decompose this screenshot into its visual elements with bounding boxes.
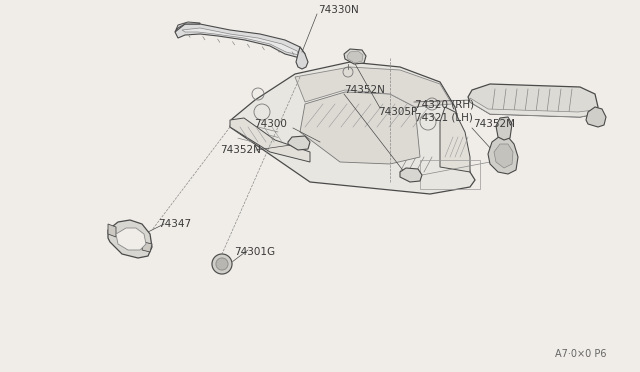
Polygon shape xyxy=(116,228,146,250)
Polygon shape xyxy=(288,136,310,150)
Text: 74301G: 74301G xyxy=(234,247,275,257)
Polygon shape xyxy=(230,118,310,162)
Polygon shape xyxy=(347,51,363,63)
Polygon shape xyxy=(296,47,308,69)
Text: 74300: 74300 xyxy=(254,119,287,129)
Text: 74320 (RH): 74320 (RH) xyxy=(415,99,474,109)
Polygon shape xyxy=(300,92,420,164)
Text: A7·0×0 P6: A7·0×0 P6 xyxy=(555,349,607,359)
Polygon shape xyxy=(344,49,366,64)
Text: 74305P: 74305P xyxy=(378,107,417,117)
Polygon shape xyxy=(175,22,200,32)
Polygon shape xyxy=(586,107,606,127)
Polygon shape xyxy=(468,84,598,117)
Text: 74347: 74347 xyxy=(158,219,191,229)
Polygon shape xyxy=(496,117,512,140)
Polygon shape xyxy=(400,168,422,182)
Polygon shape xyxy=(295,67,452,107)
Polygon shape xyxy=(440,107,470,172)
Polygon shape xyxy=(108,220,152,258)
Polygon shape xyxy=(470,98,595,117)
Circle shape xyxy=(216,258,228,270)
Polygon shape xyxy=(230,62,475,194)
Polygon shape xyxy=(494,144,513,168)
Text: 74321 (LH): 74321 (LH) xyxy=(415,112,473,122)
Text: 74352N: 74352N xyxy=(344,85,385,95)
Polygon shape xyxy=(108,224,116,237)
Text: 74352M: 74352M xyxy=(473,119,515,129)
Polygon shape xyxy=(182,28,299,55)
Polygon shape xyxy=(488,136,518,174)
Text: 74330N: 74330N xyxy=(318,5,359,15)
Polygon shape xyxy=(142,242,152,252)
Polygon shape xyxy=(175,24,305,58)
Text: 74352N: 74352N xyxy=(220,145,261,155)
Circle shape xyxy=(212,254,232,274)
